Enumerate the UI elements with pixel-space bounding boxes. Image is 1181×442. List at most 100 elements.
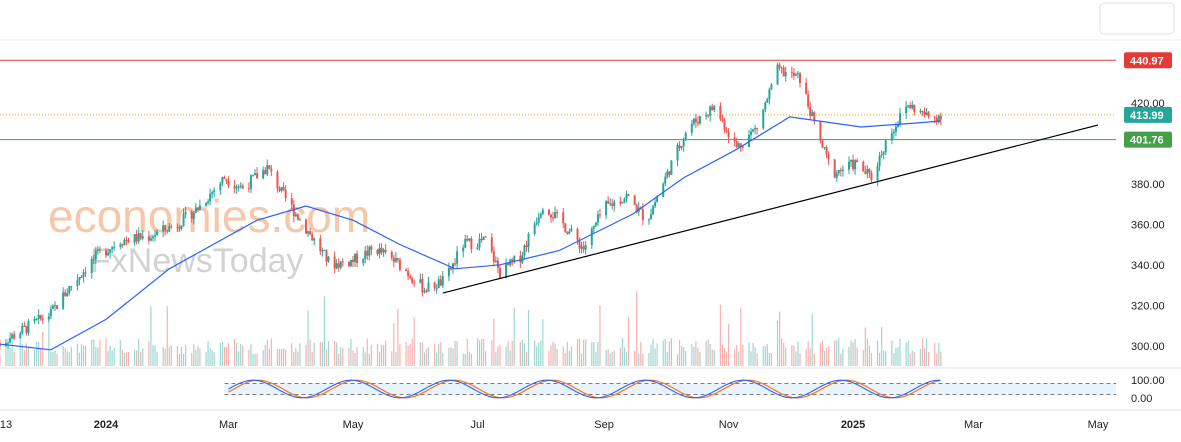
candle-body <box>733 137 736 142</box>
support-price-tag <box>1124 131 1172 148</box>
candle-body <box>82 272 85 277</box>
candle-body <box>378 247 381 255</box>
candle-body <box>670 160 673 175</box>
volume-bar <box>219 342 221 366</box>
candle-body <box>535 222 538 225</box>
volume-bar <box>507 340 509 366</box>
candle-body <box>884 140 887 153</box>
candle-body <box>764 102 767 110</box>
candle-body <box>347 261 350 267</box>
volume-bar <box>609 353 611 366</box>
candle-body <box>466 238 469 241</box>
candle-body <box>621 201 624 204</box>
volume-bar <box>811 314 813 366</box>
volume-bar <box>907 340 909 366</box>
volume-bar <box>278 349 281 366</box>
candle-body <box>23 325 26 327</box>
volume-bar <box>670 338 673 366</box>
time-tick-label: 2024 <box>94 419 119 431</box>
volume-bar <box>868 345 870 366</box>
time-axis[interactable]: 13 2024 Mar May Jul Sep Nov 2025 Mar May <box>0 419 1109 431</box>
volume-bar <box>323 296 326 366</box>
toolbar-box[interactable] <box>1099 2 1175 35</box>
candle-body <box>480 238 483 241</box>
moving-average-layer <box>0 116 941 351</box>
volume-bar <box>825 348 828 366</box>
volume-bar <box>676 353 679 366</box>
candle-body <box>119 244 122 247</box>
candle-body <box>325 249 328 262</box>
candle-body <box>335 263 338 269</box>
candle-body <box>841 169 844 172</box>
volume-bar <box>54 350 56 366</box>
candle-body <box>713 105 716 110</box>
candle-body <box>76 279 79 287</box>
candle-body <box>294 214 297 217</box>
volume-bar <box>911 350 913 366</box>
candle-body <box>327 256 330 262</box>
candle-body <box>533 224 536 234</box>
candle-body <box>411 277 414 283</box>
volume-bar <box>276 349 279 366</box>
volume-bar <box>648 353 650 366</box>
time-tick-label: 2025 <box>841 419 865 431</box>
candles <box>0 62 942 351</box>
volume-bar <box>13 351 15 366</box>
candle-body <box>780 67 783 69</box>
candle-body <box>899 113 902 125</box>
candle-body <box>823 147 826 149</box>
volume-bar <box>597 342 599 366</box>
volume-bar <box>250 343 252 366</box>
candle-body <box>754 127 757 130</box>
candle-body <box>256 173 259 179</box>
volume-bar <box>209 348 211 366</box>
volume-bar <box>21 344 23 366</box>
volume-bar <box>295 348 297 366</box>
candle-body <box>190 211 193 219</box>
volume-bar <box>623 347 626 366</box>
candle-body <box>470 238 473 249</box>
candle-body <box>766 99 769 103</box>
candle-body <box>262 170 265 179</box>
volume-bar <box>168 346 170 366</box>
volume-bar <box>62 346 64 366</box>
candle-body <box>247 188 250 190</box>
candle-body <box>366 250 369 256</box>
candle-body <box>21 325 24 334</box>
volume-bar <box>64 348 66 366</box>
volume-bar <box>781 338 783 366</box>
volume-bar <box>464 353 466 366</box>
candle-body <box>590 228 593 246</box>
candle-body <box>170 226 173 228</box>
trendline-layer <box>442 124 1099 294</box>
candle-body <box>92 259 95 261</box>
candle-body <box>756 127 759 129</box>
volume-bar <box>821 340 824 366</box>
candle-body <box>33 318 36 322</box>
candle-body <box>850 159 853 162</box>
candle-body <box>237 186 240 188</box>
volume-bar <box>927 351 930 366</box>
volume-bar <box>25 343 28 366</box>
candle-body <box>137 233 140 242</box>
volume-bar <box>368 353 370 366</box>
candle-body <box>678 145 681 148</box>
volume-bar <box>436 352 438 366</box>
volume-bar <box>93 339 95 366</box>
candle-body <box>413 282 416 284</box>
volume-bar <box>419 342 421 366</box>
candle-body <box>890 133 893 141</box>
volume-bar <box>140 351 142 366</box>
volume-bar <box>838 338 840 366</box>
volume-bar <box>619 347 621 366</box>
volume-bar <box>593 342 595 366</box>
candle-body <box>707 114 710 116</box>
candle-body <box>633 195 636 205</box>
candle-body <box>776 64 779 85</box>
volume-bar <box>856 347 858 366</box>
volume-bar <box>638 353 640 366</box>
candle-body <box>513 255 516 261</box>
candle-body <box>609 203 612 205</box>
volume-bar <box>80 344 83 366</box>
